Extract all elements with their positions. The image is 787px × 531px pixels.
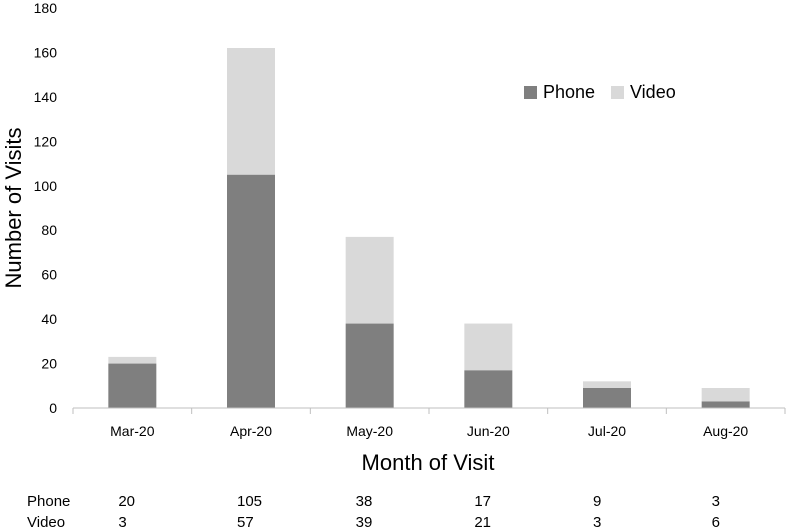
table-cell: 3 (118, 514, 126, 531)
bar-phone (583, 388, 631, 408)
x-tick-label: Jun-20 (467, 423, 510, 439)
y-tick-label: 160 (34, 44, 58, 60)
table-cell: 6 (712, 514, 720, 531)
data-table: Phone 20 105 38 17 9 3 Video 3 57 39 21 3 6 (27, 493, 720, 531)
bar-phone (227, 174, 275, 408)
table-cell: 21 (474, 514, 491, 531)
table-cell: 20 (118, 493, 135, 510)
x-tick-label: Apr-20 (230, 423, 272, 439)
table-cell: 39 (356, 514, 373, 531)
table-cell: 57 (237, 514, 254, 531)
bar-video (345, 236, 394, 324)
x-axis-tick-marks (72, 408, 786, 414)
y-tick-label: 40 (41, 311, 57, 327)
y-axis-title: Number of Visits (1, 128, 26, 289)
table-cell: 9 (593, 493, 601, 510)
table-cell: 38 (356, 493, 373, 510)
legend-swatch-video (611, 86, 624, 99)
y-tick-label: 100 (34, 178, 58, 194)
bars-group (108, 48, 750, 408)
bar-video (108, 356, 157, 364)
table-cell: 3 (593, 514, 601, 531)
bar-video (464, 323, 513, 371)
legend-swatch-phone (524, 86, 537, 99)
bar-phone (701, 401, 750, 408)
y-tick-label: 180 (34, 0, 58, 16)
table-cell: 17 (474, 493, 491, 510)
x-tick-label: Jul-20 (588, 423, 626, 439)
legend: Phone Video (524, 82, 676, 102)
x-axis-title: Month of Visit (362, 450, 495, 475)
legend-label-video: Video (630, 82, 676, 102)
y-tick-label: 0 (49, 400, 57, 416)
y-tick-label: 120 (34, 133, 58, 149)
x-tick-label: May-20 (346, 423, 393, 439)
table-cell: 3 (712, 493, 720, 510)
y-axis-tick-labels: 0 20 40 60 80 100 120 140 160 180 (34, 0, 58, 416)
table-row-label: Phone (27, 493, 70, 510)
bar-video (701, 388, 750, 402)
bar-phone (345, 323, 394, 408)
x-tick-label: Aug-20 (703, 423, 748, 439)
bar-video (583, 381, 631, 388)
bar-phone (108, 363, 157, 408)
y-tick-label: 20 (41, 356, 57, 372)
y-tick-label: 80 (41, 222, 57, 238)
y-tick-label: 140 (34, 89, 58, 105)
table-row-label: Video (27, 514, 65, 531)
table-cell: 105 (237, 493, 262, 510)
x-axis-tick-labels: Mar-20 Apr-20 May-20 Jun-20 Jul-20 Aug-20 (110, 423, 748, 439)
bar-video (227, 48, 275, 175)
bar-phone (464, 370, 513, 408)
x-tick-label: Mar-20 (110, 423, 155, 439)
y-tick-label: 60 (41, 267, 57, 283)
legend-label-phone: Phone (543, 82, 595, 102)
